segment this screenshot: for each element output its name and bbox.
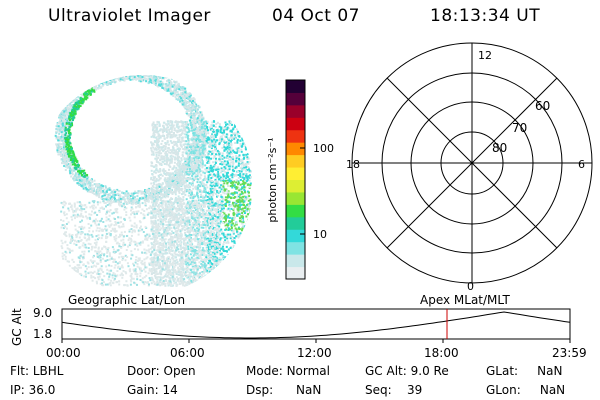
gain-status: Gain: 14 xyxy=(127,383,178,397)
instrument-title: Ultraviolet Imager xyxy=(48,6,211,26)
seq-status: Seq: 39 xyxy=(365,383,423,397)
mlt-label-18: 18 xyxy=(346,158,360,171)
x-tick-label-0600: 06:00 xyxy=(170,346,205,360)
polar-grid xyxy=(351,42,593,284)
gc-alt-status: GC Alt: 9.0 Re xyxy=(365,364,449,378)
x-ticks xyxy=(61,339,571,343)
date-label: 04 Oct 07 xyxy=(272,6,360,26)
dsp-status: Dsp: NaN xyxy=(246,383,322,397)
door-status: Door: Open xyxy=(127,364,196,378)
filter-status: Flt: LBHL xyxy=(10,364,64,378)
colorbar xyxy=(285,79,306,280)
x-tick-label-2359: 23:59 xyxy=(552,346,587,360)
lat-label-60: 60 xyxy=(535,99,550,113)
colorbar-swatch xyxy=(286,216,305,230)
lat-label-80: 80 xyxy=(492,141,507,155)
y-tick-9: 9.0 xyxy=(33,306,53,320)
x-tick-label-0000: 00:00 xyxy=(46,346,81,360)
colorbar-swatch xyxy=(286,204,305,218)
lat-label-70: 70 xyxy=(512,121,527,135)
colorbar-swatch xyxy=(286,92,305,106)
colorbar-swatch xyxy=(286,80,305,93)
geographic-label: Geographic Lat/Lon xyxy=(68,293,186,307)
colorbar-unit: photon cm⁻²s⁻¹ xyxy=(266,137,279,222)
y-tick-1-8: 1.8 xyxy=(33,327,53,341)
colorbar-frame xyxy=(285,79,306,280)
colorbar-swatch xyxy=(286,266,305,280)
mlt-label-12: 12 xyxy=(478,49,492,62)
colorbar-swatch xyxy=(286,129,305,143)
colorbar-swatch xyxy=(286,229,305,243)
colorbar-swatch xyxy=(286,154,305,168)
colorbar-swatch xyxy=(286,117,305,131)
colorbar-swatch xyxy=(286,241,305,255)
colorbar-swatch xyxy=(286,191,305,205)
mode-status: Mode: Normal xyxy=(246,364,330,378)
apex-label: Apex MLat/MLT xyxy=(420,293,510,307)
colorbar-label-10: 10 xyxy=(313,228,327,241)
colorbar-label-100: 100 xyxy=(313,142,334,155)
altitude-timeline xyxy=(61,308,571,343)
mlt-label-0: 0 xyxy=(467,280,474,293)
altitude-curve xyxy=(61,311,571,339)
colorbar-swatch xyxy=(286,142,305,156)
x-tick-label-1200: 12:00 xyxy=(297,346,332,360)
ip-status: IP: 36.0 xyxy=(10,383,56,397)
auroral-image xyxy=(54,75,252,287)
colorbar-swatch xyxy=(286,104,305,118)
glon-status: GLon: NaN xyxy=(486,383,566,397)
x-tick-label-1800: 18:00 xyxy=(424,346,459,360)
colorbar-swatch xyxy=(286,167,305,180)
colorbar-swatch xyxy=(286,254,305,268)
gc-alt-axis-title: GC Alt xyxy=(10,308,24,346)
colorbar-swatch xyxy=(286,179,305,193)
mlt-label-6: 6 xyxy=(578,158,585,171)
time-label: 18:13:34 UT xyxy=(430,6,541,26)
glat-status: GLat: NaN xyxy=(486,364,563,378)
